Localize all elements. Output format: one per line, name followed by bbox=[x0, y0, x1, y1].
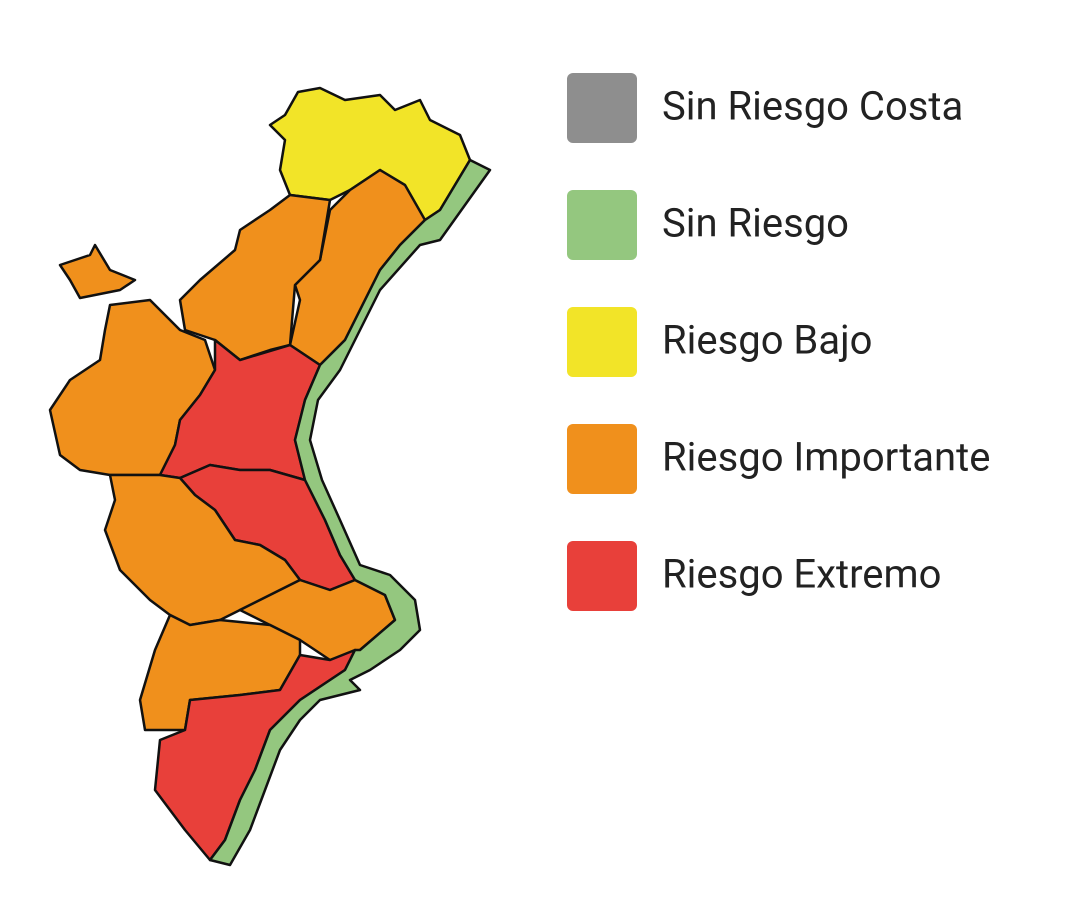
legend-swatch bbox=[567, 424, 637, 494]
legend-swatch bbox=[567, 73, 637, 143]
legend-label: Sin Riesgo bbox=[662, 200, 849, 247]
legend-swatch bbox=[567, 541, 637, 611]
legend-swatch bbox=[567, 307, 637, 377]
legend-label: Riesgo Importante bbox=[662, 434, 990, 481]
legend-label: Riesgo Bajo bbox=[662, 317, 873, 364]
legend-label: Sin Riesgo Costa bbox=[662, 83, 963, 130]
region bbox=[58, 243, 137, 300]
map bbox=[48, 86, 492, 867]
coast-region bbox=[208, 158, 492, 867]
legend-swatch bbox=[567, 190, 637, 260]
legend: Sin Riesgo Costa Sin Riesgo Riesgo Bajo Rie… bbox=[567, 73, 990, 611]
legend-label: Riesgo Extremo bbox=[662, 551, 941, 598]
